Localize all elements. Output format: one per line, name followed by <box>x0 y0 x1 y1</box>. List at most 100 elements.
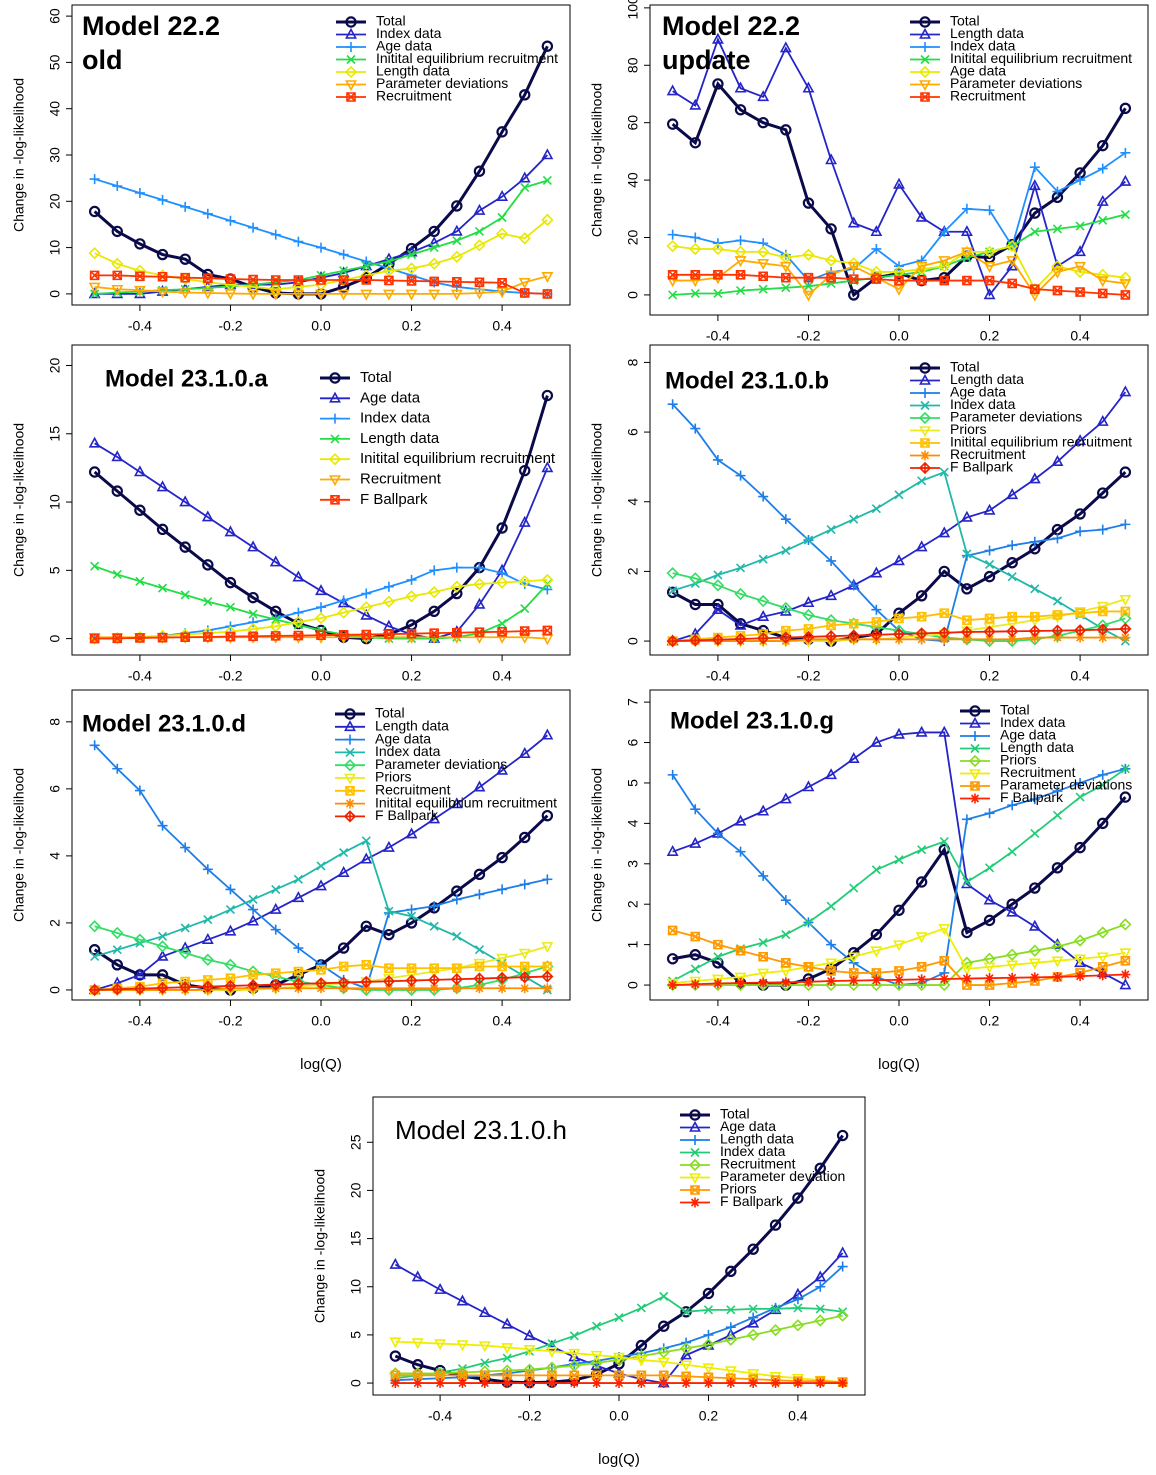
legend-label: Index data <box>376 25 442 41</box>
x-tick-label: 0.0 <box>889 1013 909 1029</box>
marker <box>735 945 746 956</box>
marker <box>406 904 417 915</box>
marker <box>473 577 486 591</box>
marker <box>826 525 836 535</box>
marker <box>658 1370 669 1381</box>
marker <box>541 809 554 822</box>
marker <box>734 256 747 268</box>
marker <box>666 84 679 96</box>
marker <box>919 16 931 28</box>
x-tick-label: -0.2 <box>796 328 820 344</box>
marker <box>1051 455 1064 466</box>
marker <box>893 554 905 566</box>
marker <box>894 855 904 865</box>
x-tick-label: -0.2 <box>796 668 820 684</box>
panel: -0.4 -0.2 0.0 0.2 0.4 0 1 2 3 4 5 6 7 Change in -log-… <box>589 689 1149 1073</box>
marker <box>201 980 214 993</box>
y-tick-label: 10 <box>47 494 63 510</box>
marker <box>757 610 770 621</box>
marker <box>1030 828 1040 839</box>
marker <box>292 891 305 903</box>
marker <box>497 626 507 637</box>
marker <box>734 587 747 601</box>
marker <box>270 924 281 935</box>
panel: -0.4 -0.2 0.0 0.2 0.4 0 2 4 6 8 Change in -log-lik… <box>11 689 571 1073</box>
marker <box>292 616 305 629</box>
marker <box>847 257 860 270</box>
marker <box>338 275 349 285</box>
marker <box>667 270 678 280</box>
series-line <box>94 734 548 991</box>
marker <box>713 952 723 962</box>
marker <box>497 277 507 288</box>
marker <box>384 906 394 916</box>
marker <box>345 786 355 796</box>
marker <box>519 288 530 298</box>
marker <box>970 781 980 791</box>
marker <box>757 259 770 271</box>
marker <box>541 40 554 52</box>
marker <box>1007 572 1017 582</box>
marker <box>338 249 349 260</box>
marker <box>735 846 746 857</box>
marker <box>225 602 236 612</box>
marker <box>390 1378 401 1389</box>
marker <box>478 1341 491 1353</box>
marker <box>435 1378 446 1389</box>
marker <box>920 388 930 398</box>
marker <box>1075 175 1086 186</box>
x-tick-label: -0.4 <box>128 1013 152 1029</box>
marker <box>523 1345 536 1357</box>
y-tick-label: 5 <box>47 566 63 574</box>
legend-label: Age data <box>1000 727 1056 743</box>
marker <box>456 1294 469 1306</box>
legend-label: Recruitment <box>1000 764 1076 780</box>
marker <box>1029 162 1040 173</box>
marker <box>457 1378 468 1389</box>
marker <box>961 583 973 595</box>
marker <box>893 284 905 296</box>
panel-title: Model 22.2 <box>82 11 220 41</box>
x-tick-label: 0.2 <box>699 1408 719 1424</box>
marker <box>345 734 355 745</box>
x-tick-label: 0.0 <box>311 668 331 684</box>
y-tick-label: 0 <box>47 290 63 298</box>
marker <box>713 939 723 950</box>
marker <box>780 514 791 525</box>
marker <box>156 480 169 492</box>
marker <box>157 271 168 282</box>
marker <box>203 273 213 283</box>
marker <box>497 884 508 895</box>
y-tick-label: 15 <box>47 426 63 442</box>
panel-title: Model 22.2 <box>662 11 800 41</box>
marker <box>779 792 792 804</box>
marker <box>179 288 192 300</box>
y-tick-label: 4 <box>625 819 641 827</box>
marker <box>779 41 792 53</box>
marker <box>156 523 169 536</box>
marker <box>894 974 904 985</box>
marker <box>894 613 904 624</box>
marker <box>1075 287 1085 297</box>
marker <box>1029 536 1040 547</box>
marker <box>915 590 928 602</box>
series-line <box>672 250 1126 297</box>
marker <box>474 889 485 900</box>
marker <box>345 80 357 92</box>
marker <box>406 911 417 921</box>
marker <box>916 974 927 985</box>
marker <box>657 1357 670 1369</box>
marker <box>734 814 747 826</box>
marker <box>480 1370 490 1381</box>
legend-label: Recruitment <box>720 1156 796 1172</box>
marker <box>1029 632 1040 643</box>
marker <box>1028 919 1041 931</box>
marker <box>983 893 996 905</box>
marker <box>803 535 814 545</box>
marker <box>111 284 124 296</box>
marker <box>894 275 904 286</box>
marker <box>917 845 927 855</box>
x-tick-label: -0.2 <box>218 668 242 684</box>
marker <box>711 579 725 592</box>
marker <box>668 585 678 596</box>
